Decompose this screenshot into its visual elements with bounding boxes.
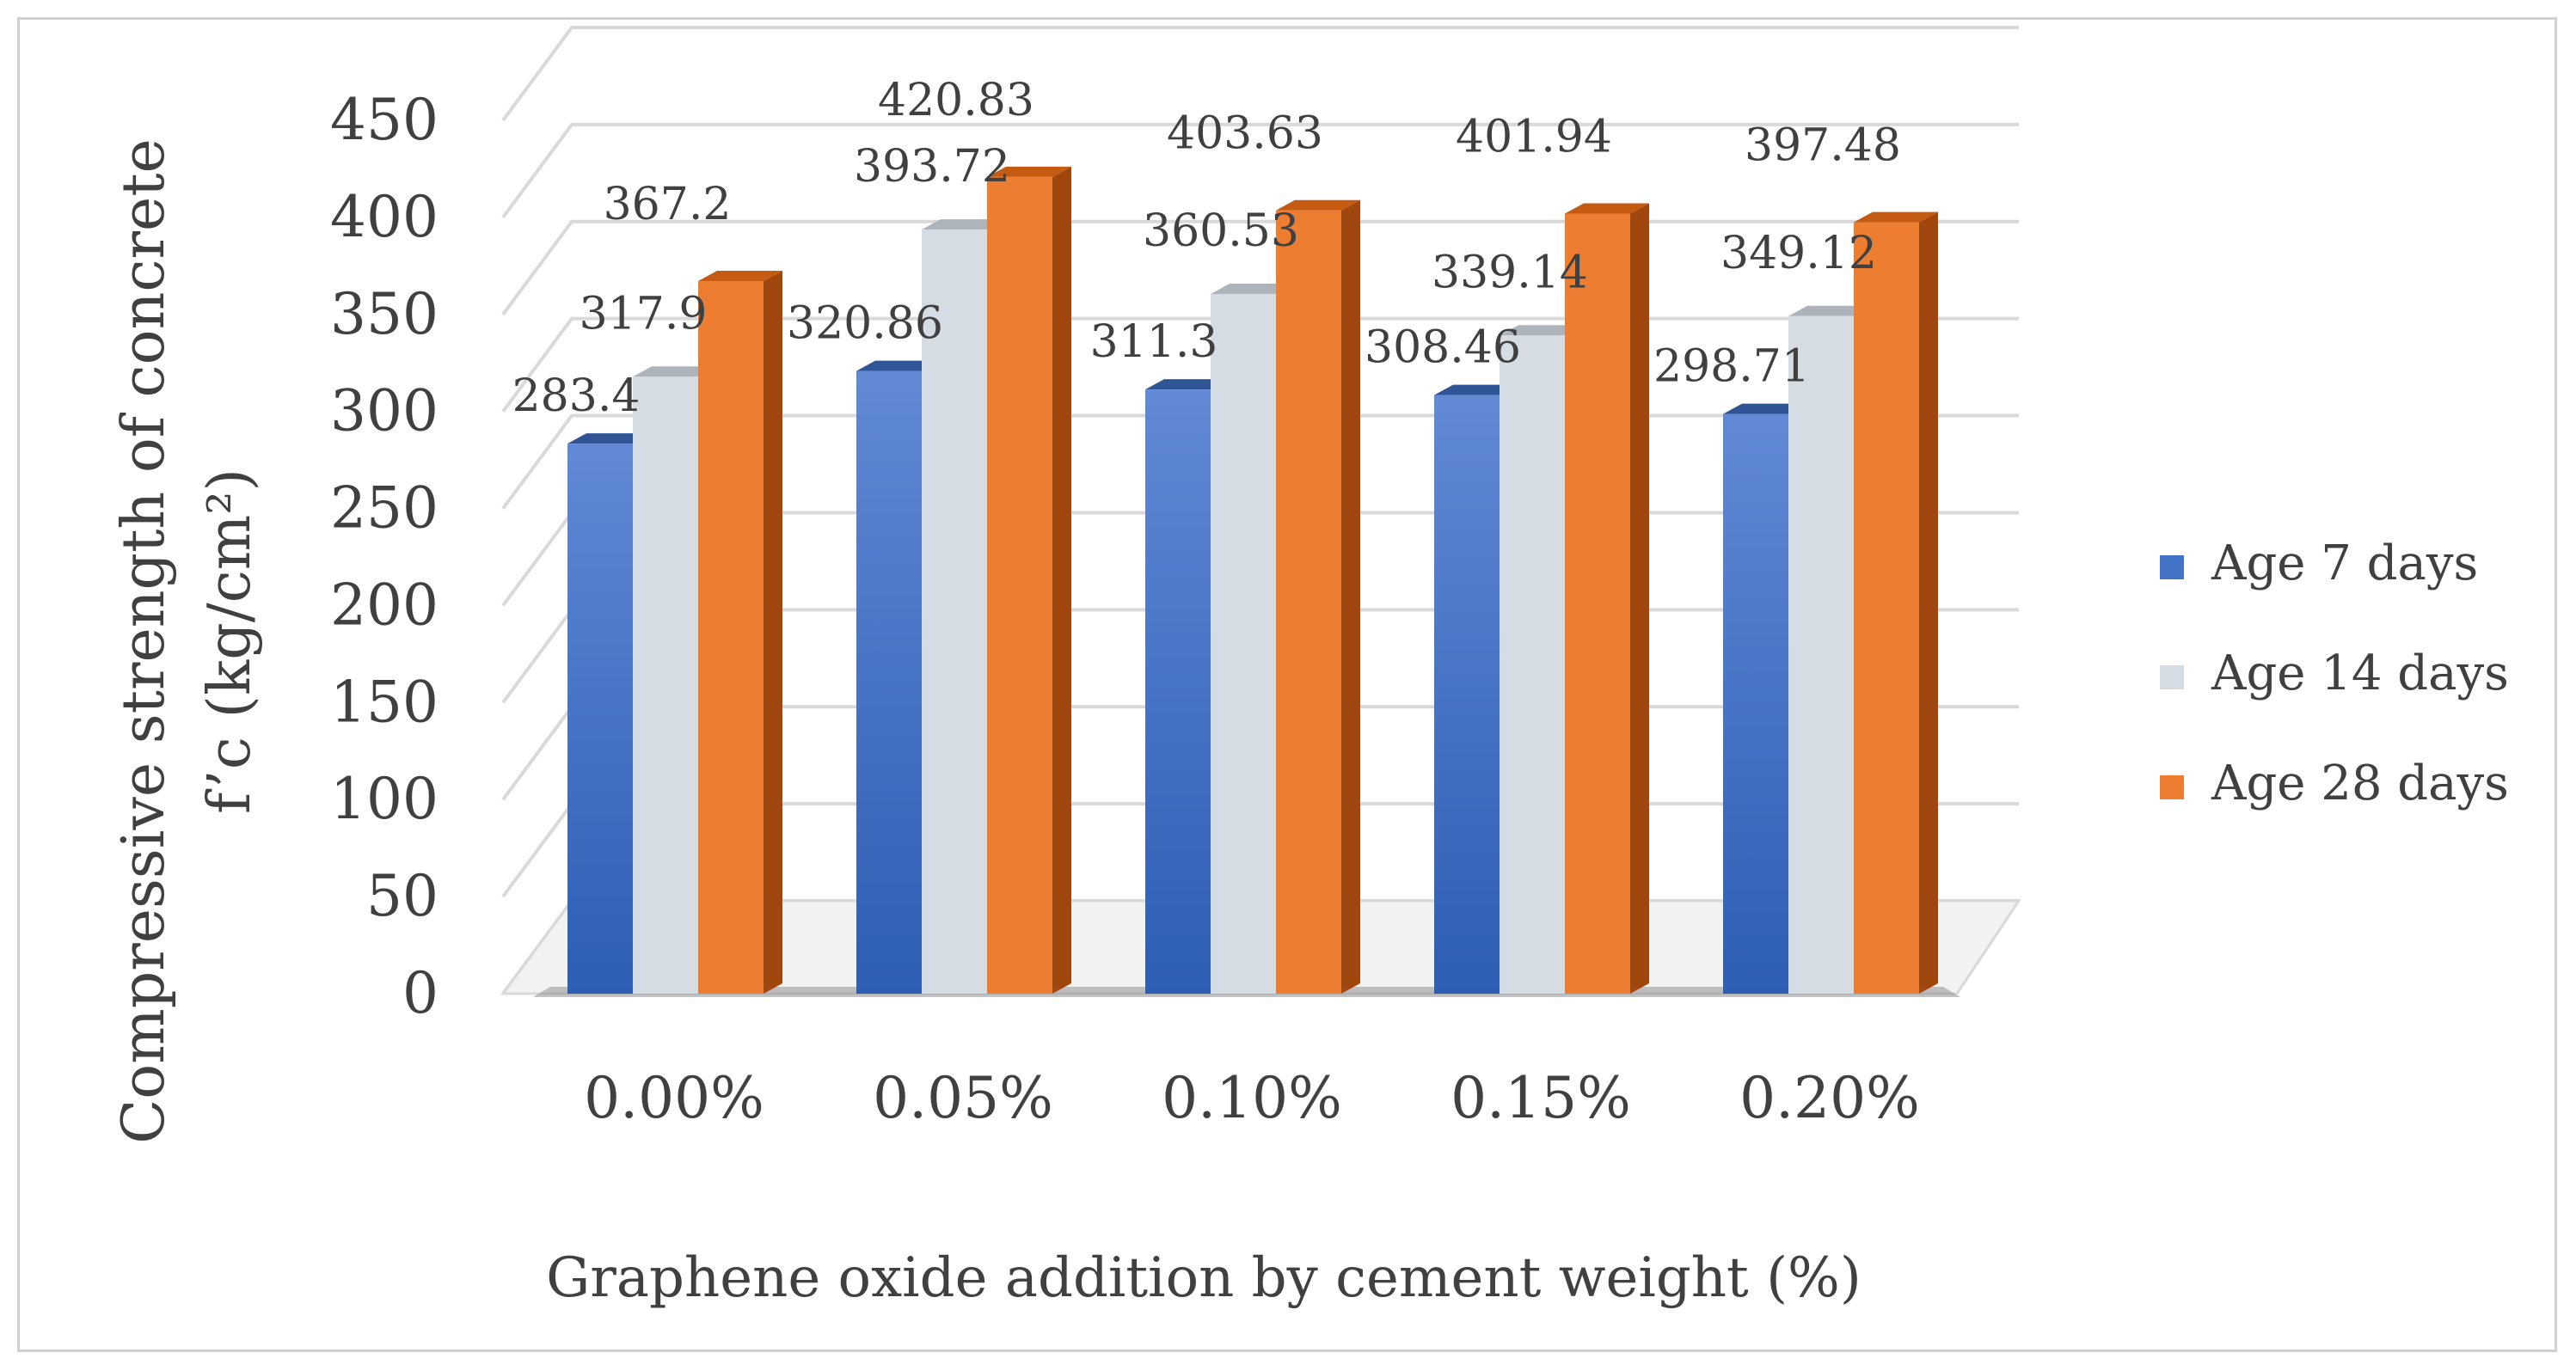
data-label: 401.94 [1456, 112, 1612, 163]
legend-label: Age 7 days [2211, 536, 2478, 591]
bar-side [1630, 203, 1649, 995]
x-tick-labels: 0.00% 0.05% 0.10% 0.15% 0.20% [584, 1065, 1920, 1131]
y-tick-label: 200 [330, 572, 439, 638]
y-tick-label: 400 [330, 184, 439, 250]
bar-top [1565, 203, 1649, 214]
bar-front [987, 176, 1052, 994]
data-label: 311.3 [1090, 316, 1218, 368]
bar-top [1434, 384, 1518, 395]
y-tick-label: 100 [330, 766, 439, 832]
x-tick-label: 0.05% [873, 1065, 1053, 1131]
data-label: 397.48 [1745, 120, 1901, 172]
data-label: 320.86 [787, 298, 943, 350]
bar-front [1788, 315, 1854, 994]
y-tick-labels: 0 50 100 150 200 250 300 350 400 450 [330, 87, 439, 1026]
data-label: 393.72 [854, 141, 1010, 193]
bar-top [1276, 199, 1360, 211]
bars [567, 166, 1938, 995]
y-tick-label: 150 [330, 669, 439, 735]
y-tick-label: 300 [330, 378, 439, 444]
gridline [501, 26, 2019, 122]
bar-front [1723, 413, 1788, 994]
bar-front [1565, 213, 1630, 995]
data-label: 403.63 [1167, 108, 1323, 160]
gridline [501, 219, 2019, 315]
legend-swatch [2160, 665, 2184, 689]
bar-top [1854, 211, 1938, 223]
x-tick-label: 0.00% [584, 1065, 764, 1131]
bar-side [1052, 166, 1071, 994]
legend: Age 7 days Age 14 days Age 28 days [2160, 536, 2509, 811]
data-label: 308.46 [1365, 322, 1521, 374]
y-tick-label: 0 [402, 960, 439, 1026]
data-label: 283.4 [512, 370, 641, 422]
x-tick-label: 0.10% [1162, 1065, 1342, 1131]
y-tick-label: 50 [366, 863, 439, 929]
bar-age-28-days-0.10% [1276, 199, 1360, 994]
bar-front [567, 444, 633, 994]
data-label: 298.71 [1653, 341, 1810, 393]
y-tick-label: 350 [330, 281, 439, 347]
bar-side [1341, 199, 1360, 994]
data-label: 367.2 [604, 179, 732, 230]
y-tick-label: 450 [330, 87, 439, 153]
bar-age-28-days-0.00% [698, 270, 782, 995]
legend-swatch [2160, 775, 2184, 799]
legend-label: Age 14 days [2211, 646, 2509, 701]
bar-top [1211, 284, 1295, 295]
bar-front [1854, 222, 1919, 994]
bar-front [1145, 389, 1211, 994]
y-axis-title-line-2: f’c (kg/cm²) [196, 468, 264, 814]
bar-front [922, 230, 987, 994]
bar-top [1723, 403, 1807, 414]
legend-label: Age 28 days [2211, 756, 2509, 811]
bar-top [567, 433, 652, 444]
legend-swatch [2160, 555, 2184, 579]
bar-front [633, 376, 698, 994]
bar-top [633, 366, 717, 377]
bar-front [698, 280, 764, 995]
bar-age-28-days-0.20% [1854, 211, 1938, 994]
bar-top [698, 270, 782, 281]
bar-side [1919, 211, 1938, 994]
data-label: 360.53 [1143, 205, 1299, 257]
data-labels: 283.4 317.9 367.2 320.86 393.72 420.83 311.3 36… [512, 75, 1901, 422]
bar-front [1276, 210, 1341, 994]
bar-front [1434, 395, 1500, 994]
data-label: 317.9 [580, 288, 708, 340]
bar-age-28-days-0.05% [987, 166, 1071, 994]
bar-age-28-days-0.15% [1565, 203, 1649, 995]
bar-top [1500, 325, 1584, 336]
data-label: 339.14 [1432, 247, 1588, 298]
x-tick-label: 0.15% [1451, 1065, 1631, 1131]
x-axis-title: Graphene oxide addition by cement weight… [546, 1246, 1861, 1310]
bar-top [987, 166, 1071, 177]
bar-front [1211, 294, 1276, 994]
bar-top [856, 360, 941, 371]
gridline [501, 122, 2019, 219]
bar-top [922, 219, 1006, 230]
bar-front [856, 370, 922, 994]
y-axis-title-line-1: Compressive strength of concrete [110, 138, 178, 1144]
bar-top [1145, 379, 1230, 390]
y-tick-label: 250 [330, 475, 439, 542]
data-label: 349.12 [1720, 228, 1877, 279]
bar-side [764, 270, 782, 995]
gridline [501, 316, 2019, 413]
x-tick-label: 0.20% [1739, 1065, 1920, 1131]
bar-top [1788, 305, 1873, 316]
data-label: 420.83 [878, 75, 1034, 126]
bar-front [1500, 335, 1565, 994]
